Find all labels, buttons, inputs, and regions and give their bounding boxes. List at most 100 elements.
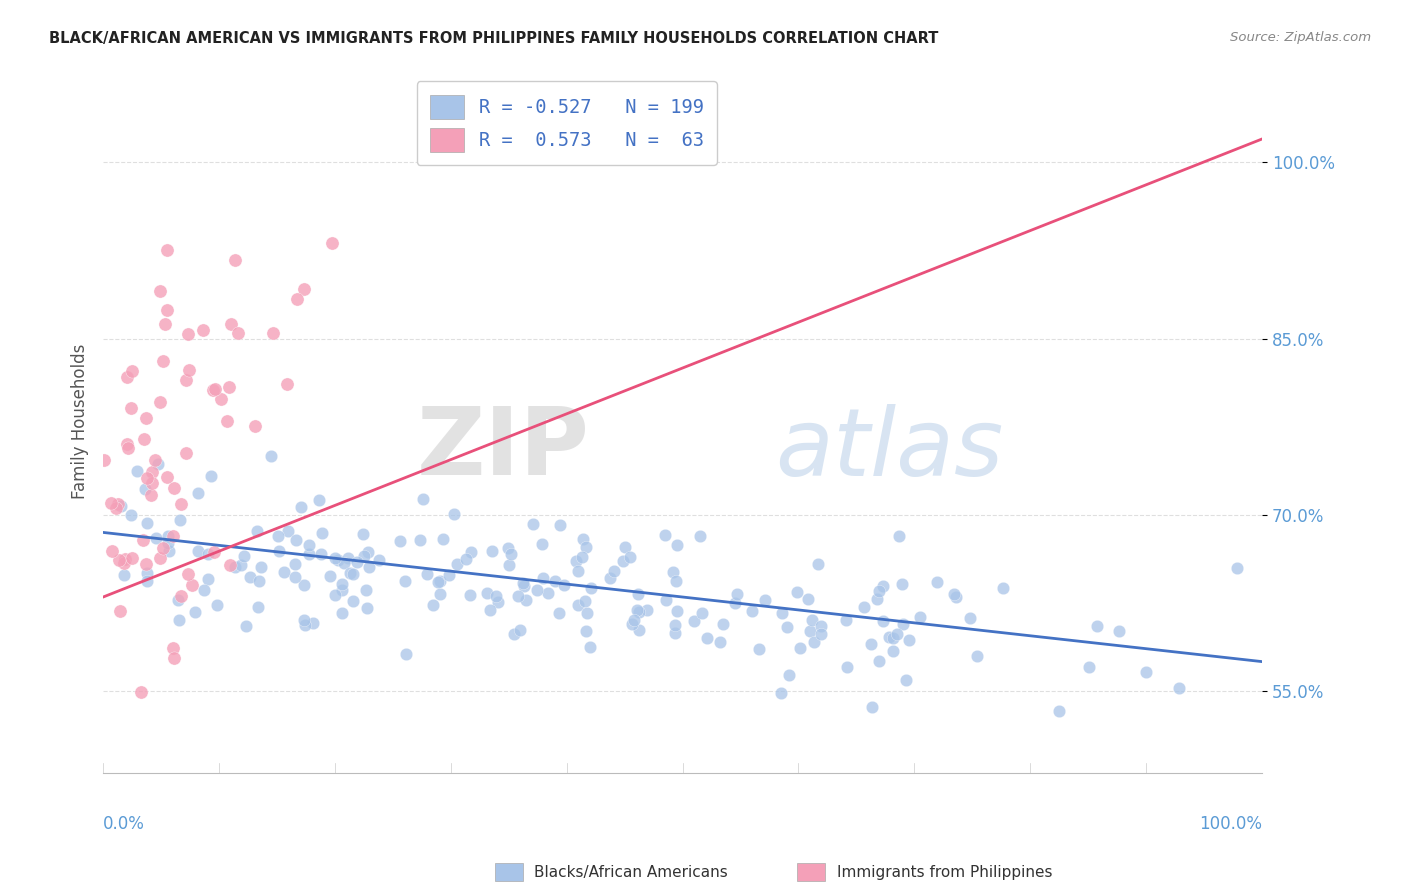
Point xyxy=(887,528,910,542)
Point xyxy=(621,617,644,632)
Point xyxy=(835,660,858,674)
Point xyxy=(260,449,283,463)
Point xyxy=(149,550,172,565)
Point xyxy=(810,618,832,632)
Point xyxy=(342,567,364,582)
Point xyxy=(429,587,451,601)
Text: BLACK/AFRICAN AMERICAN VS IMMIGRANTS FROM PHILIPPINES FAMILY HOUSEHOLDS CORRELAT: BLACK/AFRICAN AMERICAN VS IMMIGRANTS FRO… xyxy=(49,31,939,46)
Point xyxy=(548,517,571,532)
Point xyxy=(509,623,531,637)
Point xyxy=(696,631,718,645)
Point xyxy=(269,544,291,558)
Point xyxy=(276,376,298,391)
Point xyxy=(267,529,290,543)
Point xyxy=(134,482,156,496)
Point xyxy=(177,326,200,341)
Point xyxy=(136,566,159,580)
Point xyxy=(485,589,508,603)
Point xyxy=(204,383,226,397)
Point xyxy=(772,607,794,621)
Point xyxy=(136,516,159,530)
Point xyxy=(273,565,295,579)
Point xyxy=(575,606,598,620)
Point xyxy=(655,592,678,607)
Point xyxy=(239,570,262,584)
Point xyxy=(132,432,155,446)
Point xyxy=(298,538,321,552)
Point xyxy=(724,597,747,611)
Point xyxy=(1226,561,1249,575)
Point xyxy=(456,551,478,566)
Point xyxy=(619,549,641,564)
Text: ZIP: ZIP xyxy=(418,403,591,495)
Point xyxy=(725,587,748,601)
Point xyxy=(422,598,444,612)
Point xyxy=(799,624,821,639)
Point xyxy=(156,244,179,258)
Text: 100.0%: 100.0% xyxy=(1199,815,1263,833)
Point xyxy=(512,579,534,593)
Point xyxy=(115,437,138,451)
Point xyxy=(486,595,509,609)
Y-axis label: Family Households: Family Households xyxy=(72,343,89,499)
Point xyxy=(769,686,792,700)
Point xyxy=(177,566,200,581)
Point xyxy=(506,589,529,603)
Point xyxy=(114,552,136,566)
Point xyxy=(167,593,190,607)
Point xyxy=(692,606,714,620)
Point xyxy=(368,553,391,567)
Point xyxy=(389,534,412,549)
Point xyxy=(197,572,219,586)
Point xyxy=(284,570,307,584)
Point xyxy=(882,632,904,646)
Point xyxy=(311,526,333,541)
Point xyxy=(807,557,830,571)
Point xyxy=(235,618,257,632)
Point xyxy=(427,575,450,590)
Point xyxy=(786,584,808,599)
Point xyxy=(446,558,468,572)
Point xyxy=(627,605,650,619)
Point xyxy=(243,418,266,433)
Point xyxy=(636,603,658,617)
Point xyxy=(285,533,308,547)
Point xyxy=(709,635,731,649)
Point xyxy=(1047,705,1070,719)
Point xyxy=(298,547,321,561)
Point xyxy=(219,317,242,331)
Point xyxy=(330,576,353,591)
Point xyxy=(416,567,439,582)
Point xyxy=(897,633,920,648)
Point xyxy=(202,383,225,397)
Point xyxy=(868,654,890,668)
Point xyxy=(741,604,763,618)
Point xyxy=(205,598,228,612)
Point xyxy=(330,606,353,620)
Point xyxy=(599,571,621,585)
Point xyxy=(120,401,142,416)
Point xyxy=(177,363,200,377)
Point xyxy=(162,641,184,656)
Point xyxy=(93,453,115,467)
Point xyxy=(1108,624,1130,638)
Point xyxy=(135,411,157,425)
Point xyxy=(891,616,914,631)
Point xyxy=(246,600,269,615)
Point xyxy=(567,599,589,613)
Point xyxy=(104,500,127,515)
Point xyxy=(332,582,354,597)
Text: atlas: atlas xyxy=(775,403,1004,494)
Point xyxy=(110,604,132,618)
Point xyxy=(284,557,307,571)
Point xyxy=(200,469,222,483)
Text: Blacks/African Americans: Blacks/African Americans xyxy=(534,865,728,880)
Point xyxy=(163,651,186,665)
Point xyxy=(176,373,198,387)
Point xyxy=(481,543,503,558)
Point xyxy=(353,549,375,564)
Point xyxy=(1135,665,1157,679)
Point xyxy=(339,566,361,580)
Point xyxy=(966,648,988,663)
Point xyxy=(131,685,153,699)
